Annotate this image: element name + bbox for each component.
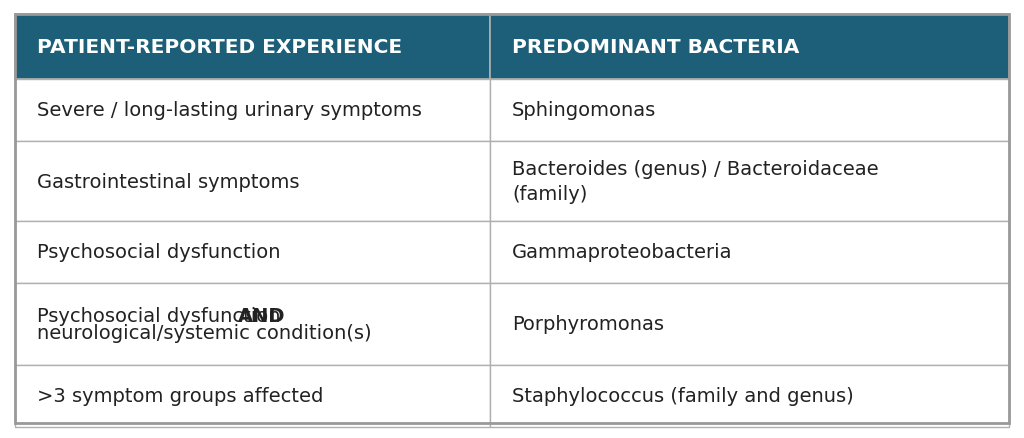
- Bar: [490, 365, 1009, 427]
- Bar: [15, 15, 490, 80]
- Bar: [490, 141, 1009, 222]
- Text: Gastrointestinal symptoms: Gastrointestinal symptoms: [37, 172, 299, 191]
- Bar: [15, 365, 490, 427]
- Text: PATIENT-REPORTED EXPERIENCE: PATIENT-REPORTED EXPERIENCE: [37, 38, 402, 57]
- Text: Gammaproteobacteria: Gammaproteobacteria: [512, 243, 732, 262]
- Text: AND: AND: [239, 306, 286, 325]
- Bar: [490, 15, 1009, 80]
- Bar: [490, 283, 1009, 365]
- Text: neurological/systemic condition(s): neurological/systemic condition(s): [37, 324, 372, 343]
- Text: Bacteroides (genus) / Bacteroidaceae
(family): Bacteroides (genus) / Bacteroidaceae (fa…: [512, 159, 879, 204]
- Bar: [490, 222, 1009, 283]
- Text: PREDOMINANT BACTERIA: PREDOMINANT BACTERIA: [512, 38, 800, 57]
- Text: Porphyromonas: Porphyromonas: [512, 315, 664, 334]
- Text: Staphylococcus (family and genus): Staphylococcus (family and genus): [512, 387, 854, 406]
- Text: >3 symptom groups affected: >3 symptom groups affected: [37, 387, 324, 406]
- Text: Severe / long-lasting urinary symptoms: Severe / long-lasting urinary symptoms: [37, 101, 422, 120]
- Text: Psychosocial dysfunction: Psychosocial dysfunction: [37, 243, 281, 262]
- Bar: [15, 222, 490, 283]
- Bar: [15, 283, 490, 365]
- Text: Psychosocial dysfunction: Psychosocial dysfunction: [37, 306, 287, 325]
- Text: Sphingomonas: Sphingomonas: [512, 101, 656, 120]
- Bar: [15, 141, 490, 222]
- Bar: [15, 80, 490, 141]
- Bar: [490, 80, 1009, 141]
